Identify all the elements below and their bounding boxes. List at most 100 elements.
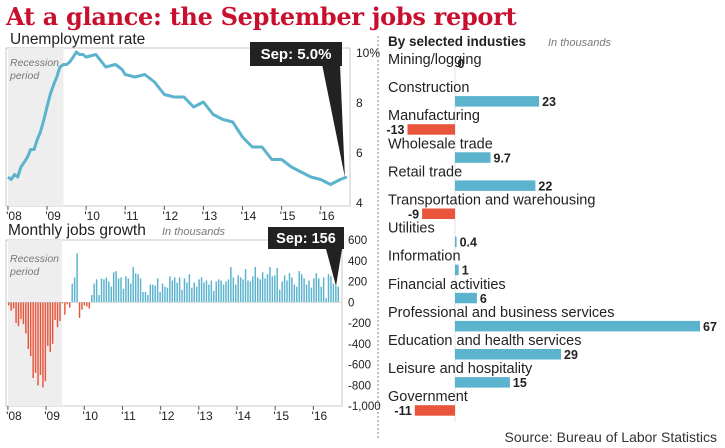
jobs-bar: [259, 279, 261, 303]
jobs-bar: [222, 284, 225, 303]
jobs-y-tick-label: -600: [348, 360, 371, 372]
jobs-bar: [237, 275, 239, 303]
industry-value-label: 23: [542, 95, 556, 109]
jobs-bar: [232, 277, 235, 303]
jobs-bar: [271, 276, 274, 303]
jobs-bar: [315, 273, 318, 303]
industry-bar: [455, 292, 477, 304]
industry-category-label: Wholesale trade: [388, 136, 493, 152]
jobs-bar: [137, 274, 139, 303]
jobs-bar: [34, 302, 37, 373]
industry-value-label: 67: [703, 320, 717, 334]
jobs-bar: [188, 274, 191, 303]
jobs-y-tick-label: 200: [348, 277, 367, 289]
jobs-x-tick-label: '11: [121, 409, 136, 423]
jobs-bar: [269, 267, 271, 303]
jobs-bar: [91, 295, 93, 303]
jobs-bar: [274, 275, 276, 303]
jobs-bar: [183, 278, 186, 303]
jobs-x-tick-label: '15: [273, 409, 289, 423]
unemployment-y-tick-label: 8: [356, 96, 363, 110]
jobs-bar: [220, 280, 222, 303]
jobs-bar: [313, 278, 315, 303]
jobs-bar: [283, 275, 286, 303]
industry-units-label: In thousands: [548, 37, 611, 49]
industry-category-label: Retail trade: [388, 164, 462, 180]
jobs-bar: [300, 274, 303, 303]
jobs-bar: [156, 278, 159, 303]
jobs-bar: [327, 274, 330, 303]
jobs-chart-title: Monthly jobs growth: [8, 222, 146, 239]
jobs-bar: [134, 273, 137, 303]
jobs-bar: [39, 302, 42, 375]
industry-category-label: Education and health services: [388, 333, 581, 349]
jobs-callout-label: Sep: 156: [276, 231, 336, 247]
jobs-bar: [249, 281, 252, 303]
industry-value-label: 6: [480, 292, 487, 306]
page-title: At a glance: the September jobs report: [6, 2, 517, 31]
jobs-y-tick-label: 600: [348, 235, 367, 247]
industry-bar: [455, 264, 459, 276]
unemployment-x-tick-label: '16: [319, 209, 335, 223]
jobs-bar: [8, 302, 10, 306]
jobs-bar: [335, 285, 337, 303]
jobs-bar: [147, 295, 149, 303]
jobs-bar: [32, 302, 34, 378]
jobs-bar: [59, 302, 61, 321]
jobs-bar: [288, 273, 291, 303]
jobs-bar: [169, 276, 171, 303]
jobs-bar: [93, 283, 95, 303]
jobs-bar: [149, 284, 152, 303]
jobs-bar: [56, 302, 59, 328]
unemployment-chart-title: Unemployment rate: [10, 31, 145, 48]
jobs-bar: [166, 287, 169, 303]
jobs-bar: [205, 280, 208, 303]
unemployment-x-tick-label: '09: [45, 209, 61, 223]
unemployment-callout-pointer: [322, 64, 345, 177]
jobs-bar: [152, 284, 154, 303]
jobs-bar: [291, 277, 293, 303]
unemployment-recession-band: [7, 48, 64, 206]
jobs-bar: [81, 302, 83, 310]
jobs-bar: [320, 286, 322, 303]
jobs-bar: [161, 283, 164, 303]
jobs-bar: [76, 253, 78, 303]
jobs-bar: [332, 283, 335, 303]
industry-bar: [455, 152, 491, 163]
jobs-bar: [117, 278, 120, 303]
jobs-bar: [322, 277, 325, 303]
jobs-bar: [142, 291, 144, 303]
jobs-callout-pointer: [326, 249, 342, 287]
unemployment-x-tick-label: '15: [280, 209, 296, 223]
industry-category-label: Government: [388, 389, 468, 405]
jobs-bar: [42, 302, 44, 388]
industry-value-label: 29: [564, 348, 578, 362]
jobs-bar: [105, 277, 108, 303]
jobs-bar: [20, 302, 22, 319]
jobs-bar: [198, 279, 200, 303]
jobs-bar: [27, 302, 29, 349]
jobs-bar: [127, 278, 130, 303]
jobs-bar: [25, 302, 27, 334]
jobs-bar: [225, 281, 227, 303]
jobs-bar: [122, 288, 125, 303]
jobs-bar: [303, 278, 305, 303]
unemployment-rate-line: [7, 50, 348, 186]
jobs-bar: [281, 281, 283, 303]
jobs-bar: [298, 271, 300, 303]
jobs-bar: [132, 267, 134, 303]
jobs-bar: [217, 279, 220, 303]
unemployment-y-tick-label: 6: [356, 146, 363, 160]
unemployment-x-tick-label: '10: [84, 209, 100, 223]
industry-category-label: Professional and business services: [388, 305, 614, 321]
industry-value-label: 15: [513, 376, 527, 390]
industry-value-label: 22: [538, 179, 552, 193]
jobs-bar: [130, 283, 132, 303]
jobs-x-tick-label: '10: [82, 409, 98, 423]
jobs-bar: [191, 287, 193, 303]
jobs-bar: [239, 277, 242, 303]
jobs-bar: [257, 277, 259, 303]
industry-value-label: -9: [408, 208, 419, 222]
jobs-bar: [22, 302, 25, 325]
jobs-bar: [266, 274, 269, 303]
